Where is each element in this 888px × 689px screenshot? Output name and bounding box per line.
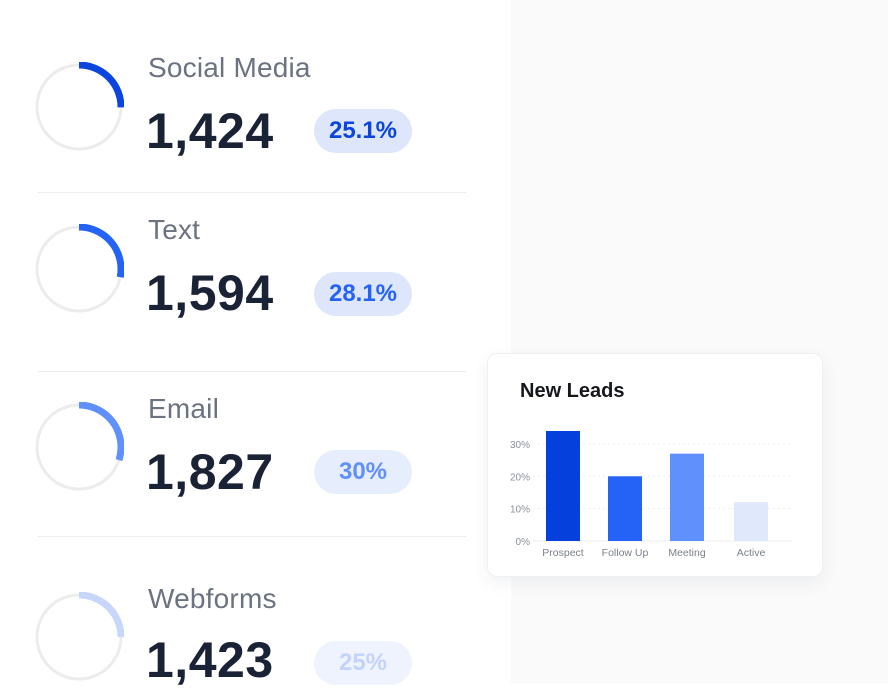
percent-badge: 30% — [314, 450, 412, 494]
y-tick-label: 30% — [510, 440, 530, 451]
source-value: 1,423 — [146, 632, 274, 688]
source-label: Email — [148, 393, 220, 424]
progress-ring-arc — [34, 62, 124, 152]
bar-follow-up — [608, 476, 642, 541]
percent-badge: 25.1% — [314, 109, 412, 153]
x-tick-label: Active — [737, 547, 766, 559]
progress-ring — [34, 62, 124, 152]
source-value: 1,424 — [146, 103, 274, 159]
background-area — [511, 0, 888, 684]
progress-ring-arc — [34, 592, 124, 682]
source-value: 1,594 — [146, 265, 274, 321]
percent-badge: 25% — [314, 641, 412, 685]
x-tick-label: Prospect — [542, 547, 584, 559]
progress-ring-arc — [34, 224, 124, 314]
card-title: New Leads — [520, 380, 625, 402]
y-tick-label: 20% — [510, 472, 530, 483]
source-label: Webforms — [148, 583, 277, 614]
divider — [38, 192, 466, 193]
bar-active — [734, 502, 768, 541]
new-leads-card: New Leads 0% 10% 20% 30% Prospect Follow Up Me… — [487, 353, 823, 577]
bar-meeting — [670, 453, 704, 541]
divider — [38, 371, 466, 372]
x-tick-label: Follow Up — [602, 547, 649, 559]
new-leads-bar-chart: 0% 10% 20% 30% Prospect Follow Up Meeting Activ… — [510, 431, 792, 559]
x-tick-label: Meeting — [668, 547, 706, 559]
divider — [38, 536, 466, 537]
lead-sources-panel: Social Media 1,424 25.1% Text 1,594 28.1… — [34, 52, 466, 688]
percent-badge: 28.1% — [314, 272, 412, 316]
source-value: 1,827 — [146, 444, 274, 500]
source-label: Social Media — [148, 52, 311, 83]
y-tick-label: 10% — [510, 505, 530, 516]
bar-prospect — [546, 431, 580, 541]
y-tick-label: 0% — [516, 537, 531, 548]
progress-ring — [34, 592, 124, 682]
progress-ring — [34, 402, 124, 492]
source-label: Text — [148, 214, 201, 245]
progress-ring-arc — [34, 402, 124, 492]
progress-ring — [34, 224, 124, 314]
